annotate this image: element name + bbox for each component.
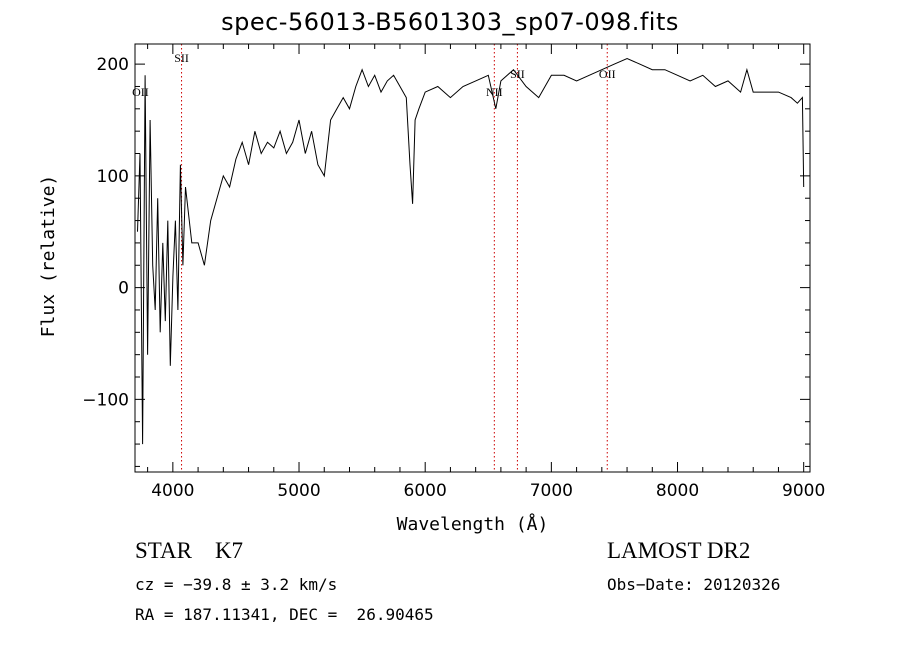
radec-label: RA = 187.11341, DEC = 26.90465 [135,605,434,624]
series-line-spectrum [137,57,805,445]
obs-date-label: Obs−Date: 20120326 [607,575,781,594]
line-label: SII [174,51,189,65]
x-tick-label: 9000 [782,481,825,501]
line-label: OII [599,67,616,81]
line-label: NII [486,85,503,99]
x-tick-label: 8000 [656,481,699,501]
class-label: STAR K7 [135,538,244,563]
cz-label: cz = −39.8 ± 3.2 km/s [135,575,338,594]
chart-title: spec-56013-B5601303_sp07-098.fits [221,8,679,36]
x-axis-label: Wavelength (Å) [397,513,549,535]
x-tick-label: 4000 [151,481,194,501]
line-label: OII [132,85,149,99]
line-label: SII [510,67,525,81]
x-tick-label: 6000 [404,481,447,501]
y-tick-label: −100 [82,390,129,410]
x-tick-label: 5000 [277,481,320,501]
x-tick-label: 7000 [530,481,573,501]
plot-frame [134,43,811,473]
y-tick-label: 100 [97,167,129,187]
y-tick-label: 200 [97,55,129,75]
y-tick-label: 0 [118,279,129,299]
y-axis-label: Flux (relative) [38,175,59,338]
survey-label: LAMOST DR2 [607,538,751,563]
